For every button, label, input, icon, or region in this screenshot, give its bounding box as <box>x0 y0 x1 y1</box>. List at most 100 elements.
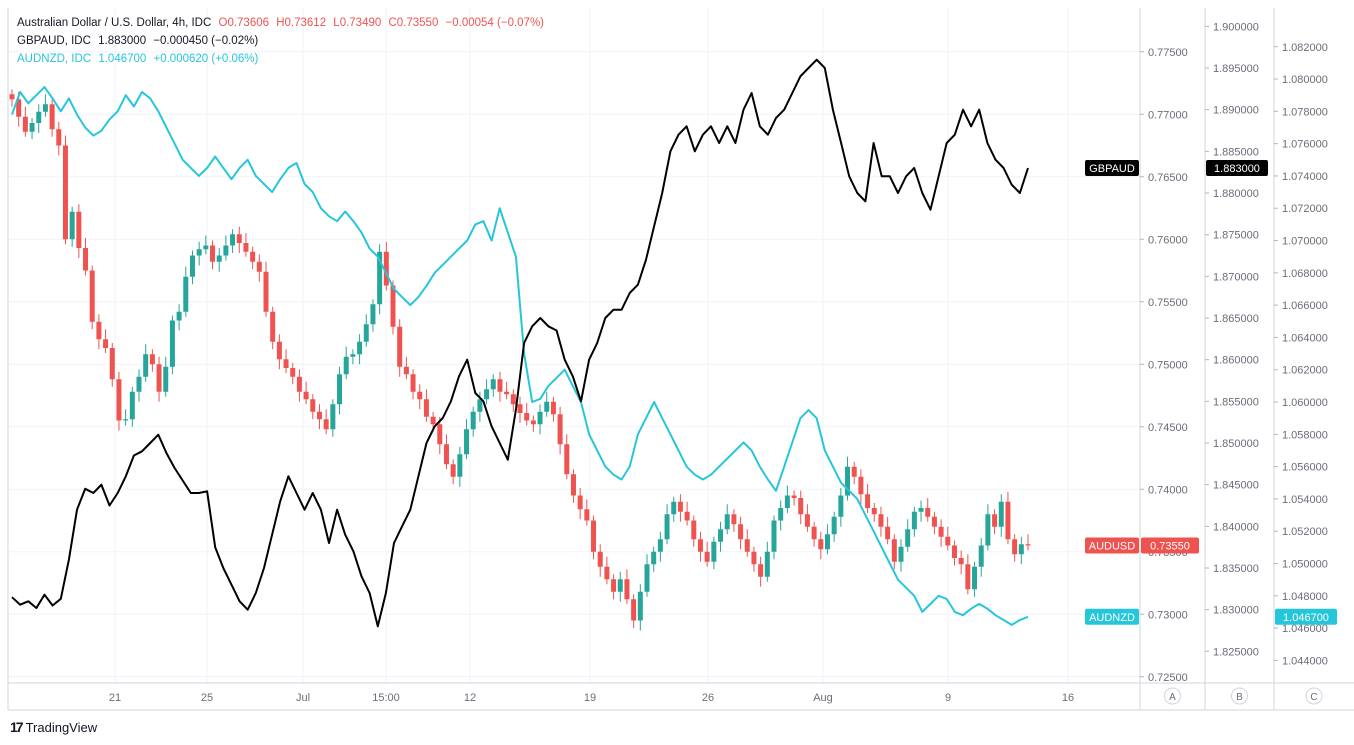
candle-body[interactable] <box>524 413 530 421</box>
candle-body[interactable] <box>517 404 523 413</box>
candle-body[interactable] <box>704 551 710 562</box>
candle-body[interactable] <box>778 508 784 521</box>
candle-body[interactable] <box>143 354 149 377</box>
candle-body[interactable] <box>457 454 463 477</box>
candle-body[interactable] <box>83 248 89 271</box>
candle-body[interactable] <box>9 94 15 100</box>
candle-body[interactable] <box>403 366 409 375</box>
candle-body[interactable] <box>189 255 195 277</box>
candle-body[interactable] <box>831 516 837 535</box>
candle-body[interactable] <box>29 123 35 132</box>
candle-body[interactable] <box>985 514 991 546</box>
candle-body[interactable] <box>657 539 663 552</box>
candle-body[interactable] <box>36 111 42 123</box>
candle-body[interactable] <box>998 501 1004 527</box>
candle-body[interactable] <box>764 551 770 577</box>
candle-body[interactable] <box>677 501 683 512</box>
candle-body[interactable] <box>417 391 423 400</box>
candle-body[interactable] <box>584 509 590 521</box>
candle-body[interactable] <box>1005 501 1011 540</box>
candle-body[interactable] <box>230 234 236 246</box>
candle-body[interactable] <box>504 391 510 395</box>
candle-body[interactable] <box>724 514 730 530</box>
candle-body[interactable] <box>243 243 249 252</box>
candle-body[interactable] <box>992 514 998 527</box>
candle-body[interactable] <box>744 539 750 552</box>
candle-body[interactable] <box>397 326 403 367</box>
candle-body[interactable] <box>591 520 597 552</box>
candle-body[interactable] <box>263 271 269 312</box>
candle-body[interactable] <box>316 411 322 420</box>
candle-body[interactable] <box>891 539 897 562</box>
candle-body[interactable] <box>718 529 724 542</box>
candle-body[interactable] <box>450 464 456 477</box>
candle-body[interactable] <box>1012 539 1018 555</box>
candle-body[interactable] <box>337 374 343 405</box>
candle-body[interactable] <box>818 539 824 550</box>
candle-body[interactable] <box>845 466 851 496</box>
candle-body[interactable] <box>905 529 911 547</box>
candle-body[interactable] <box>169 320 175 367</box>
candle-body[interactable] <box>711 541 717 562</box>
candle-body[interactable] <box>972 566 978 590</box>
candle-body[interactable] <box>945 536 951 546</box>
axis-letter-badge[interactable] <box>1231 687 1248 705</box>
candle-body[interactable] <box>49 104 55 130</box>
candle-body[interactable] <box>103 339 109 348</box>
candle-body[interactable] <box>931 516 937 527</box>
candle-body[interactable] <box>89 270 95 322</box>
candle-body[interactable] <box>283 359 289 368</box>
candle-body[interactable] <box>129 391 135 420</box>
candle-body[interactable] <box>871 508 877 515</box>
candle-body[interactable] <box>637 591 643 621</box>
candle-body[interactable] <box>116 379 122 421</box>
candle-body[interactable] <box>296 376 302 392</box>
candle-body[interactable] <box>156 364 162 392</box>
candle-body[interactable] <box>390 285 396 327</box>
candle-body[interactable] <box>597 551 603 567</box>
candle-body[interactable] <box>410 374 416 392</box>
candle-body[interactable] <box>470 411 476 430</box>
candle-body[interactable] <box>363 324 369 342</box>
candle-body[interactable] <box>898 546 904 562</box>
candle-body[interactable] <box>62 145 68 240</box>
candle-body[interactable] <box>751 551 757 565</box>
candle-body[interactable] <box>644 564 650 592</box>
candle-body[interactable] <box>256 261 262 272</box>
candle-body[interactable] <box>210 245 216 262</box>
candle-body[interactable] <box>350 354 356 357</box>
candle-body[interactable] <box>570 474 576 496</box>
candle-body[interactable] <box>577 495 583 510</box>
candle-body[interactable] <box>423 399 429 417</box>
candle-body[interactable] <box>377 251 383 305</box>
candle-body[interactable] <box>464 429 470 455</box>
candle-body[interactable] <box>1025 544 1031 546</box>
candle-body[interactable] <box>838 495 844 517</box>
candle-body[interactable] <box>477 399 483 412</box>
candle-body[interactable] <box>484 389 490 400</box>
candle-body[interactable] <box>691 520 697 540</box>
candle-body[interactable] <box>771 520 777 552</box>
candle-body[interactable] <box>357 341 363 355</box>
candle-body[interactable] <box>624 579 630 600</box>
candle-body[interactable] <box>550 401 556 415</box>
candle-body[interactable] <box>330 404 336 430</box>
candle-body[interactable] <box>303 391 309 400</box>
candle-body[interactable] <box>530 420 536 425</box>
candle-body[interactable] <box>604 566 610 580</box>
candle-body[interactable] <box>738 524 744 540</box>
candle-body[interactable] <box>276 341 282 360</box>
candle-body[interactable] <box>510 394 516 405</box>
candle-body[interactable] <box>564 444 570 475</box>
candle-body[interactable] <box>69 211 75 240</box>
candle-body[interactable] <box>865 494 871 508</box>
candle-body[interactable] <box>925 508 931 517</box>
candle-body[interactable] <box>878 514 884 527</box>
candle-body[interactable] <box>965 564 971 590</box>
candle-body[interactable] <box>804 514 810 527</box>
candle-body[interactable] <box>791 495 797 499</box>
candle-body[interactable] <box>938 526 944 537</box>
candle-body[interactable] <box>343 356 349 375</box>
candle-body[interactable] <box>42 104 48 112</box>
